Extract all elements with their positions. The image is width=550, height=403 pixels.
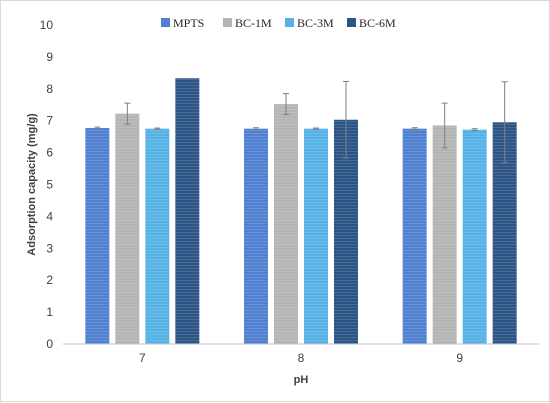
bar-stripe-overlay — [304, 128, 328, 344]
legend: MPTS BC-1M BC-3M BC-6M — [161, 16, 396, 30]
legend-label-bc-3m: BC-3M — [297, 16, 334, 30]
bar-stripe-overlay — [492, 122, 517, 344]
error-bar-bc-3m-ph-7 — [154, 127, 161, 130]
error-bar-bc-1m-ph-9 — [441, 102, 448, 149]
x-axis-title: pH — [294, 374, 309, 386]
error-bar-bc-1m-ph-8 — [283, 93, 289, 116]
bar-stripe-overlay — [402, 128, 427, 344]
legend-label-bc-1m: BC-1M — [235, 16, 272, 30]
legend-label-mpts: MPTS — [173, 16, 204, 30]
bar-stripe-overlay — [462, 129, 487, 344]
y-tick-label: 10 — [40, 18, 54, 32]
legend-swatch-bc-6m — [347, 18, 356, 27]
y-axis-ticks: 0 1 2 3 4 5 6 7 8 9 10 — [40, 18, 54, 351]
x-tick-label: 7 — [139, 351, 146, 365]
legend-swatch-bc-3m — [285, 18, 294, 27]
error-bar-mpts-ph-8 — [253, 127, 259, 131]
bar-stripe-overlay — [175, 78, 200, 344]
legend-swatch-mpts — [161, 18, 170, 27]
bar-stripe-overlay — [115, 113, 140, 344]
error-bar-bc-3m-ph-8 — [313, 127, 319, 130]
y-tick-label: 4 — [46, 209, 53, 223]
error-bar-mpts-ph-7 — [94, 126, 101, 130]
bar-stripe-overlay — [432, 125, 457, 344]
y-tick-label: 1 — [46, 305, 53, 319]
x-axis-ticks: 7 8 9 — [139, 351, 463, 365]
y-tick-label: 2 — [46, 273, 53, 287]
bar-stripe-overlay — [244, 128, 268, 344]
error-bars — [94, 80, 508, 164]
legend-label-bc-6m: BC-6M — [359, 16, 396, 30]
y-tick-label: 5 — [46, 178, 53, 192]
y-tick-label: 9 — [46, 50, 53, 64]
bar-stripe-overlay — [274, 104, 298, 344]
error-bar-bc-3m-ph-9 — [471, 128, 478, 132]
y-tick-label: 8 — [46, 82, 53, 96]
error-bar-mpts-ph-9 — [411, 127, 418, 131]
y-tick-label: 3 — [46, 241, 53, 255]
bar-stripe-overlay — [85, 128, 110, 344]
error-bar-bc-1m-ph-7 — [124, 102, 131, 125]
y-tick-label: 6 — [46, 146, 53, 160]
legend-swatch-bc-1m — [223, 18, 232, 27]
error-bar-bc-6m-ph-9 — [501, 81, 508, 164]
y-axis-title: Adsorption capacity (mg/g) — [26, 113, 38, 256]
error-bar-bc-6m-ph-8 — [343, 80, 349, 159]
y-tick-label: 7 — [46, 114, 53, 128]
bars — [85, 78, 517, 344]
bar-stripe-overlay — [145, 128, 170, 344]
x-tick-label: 8 — [298, 351, 305, 365]
y-tick-label: 0 — [46, 337, 53, 351]
x-tick-label: 9 — [456, 351, 463, 365]
